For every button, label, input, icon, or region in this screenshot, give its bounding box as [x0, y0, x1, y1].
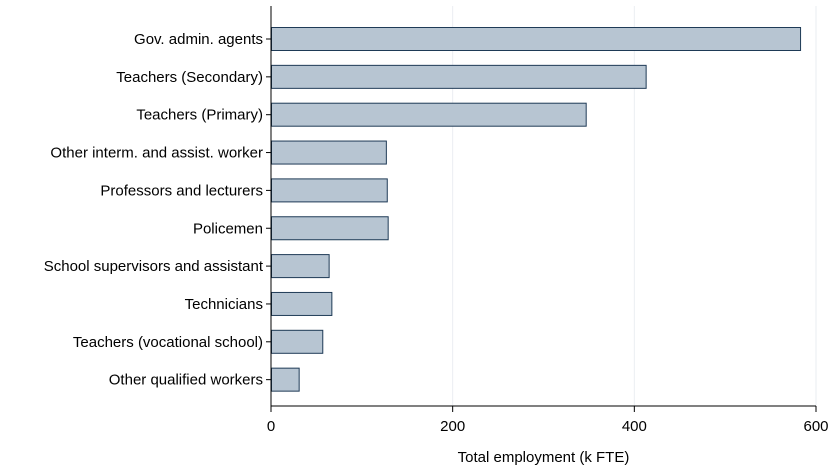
bar	[271, 291, 333, 316]
bar	[271, 27, 802, 51]
x-tick-label: 0	[267, 418, 275, 435]
category-label: Professors and lecturers	[100, 182, 263, 199]
axes	[270, 6, 816, 407]
bar	[271, 140, 387, 165]
bar	[271, 216, 389, 241]
category-label: Gov. admin. agents	[134, 31, 263, 48]
bar	[271, 64, 647, 89]
bar	[271, 254, 330, 279]
category-label: School supervisors and assistant	[44, 258, 264, 275]
category-label: Policemen	[193, 220, 263, 237]
x-ticks: 0 200 400 600	[267, 406, 829, 435]
category-label: Teachers (Primary)	[136, 107, 263, 124]
bar	[271, 102, 587, 127]
bar	[271, 367, 300, 392]
x-tick-label: 200	[440, 418, 465, 435]
x-tick-label: 600	[803, 418, 828, 435]
category-label: Teachers (Secondary)	[116, 69, 263, 86]
category-label: Technicians	[185, 296, 263, 313]
bar	[271, 329, 324, 354]
category-label: Other qualified workers	[109, 372, 263, 389]
category-label: Other interm. and assist. worker	[50, 145, 263, 162]
x-tick-label: 400	[622, 418, 647, 435]
bar	[271, 178, 388, 203]
x-axis-title: Total employment (k FTE)	[458, 449, 630, 466]
bars	[271, 27, 802, 392]
category-labels: Gov. admin. agents Teachers (Secondary) Te…	[44, 31, 271, 389]
category-label: Teachers (vocational school)	[73, 334, 263, 351]
